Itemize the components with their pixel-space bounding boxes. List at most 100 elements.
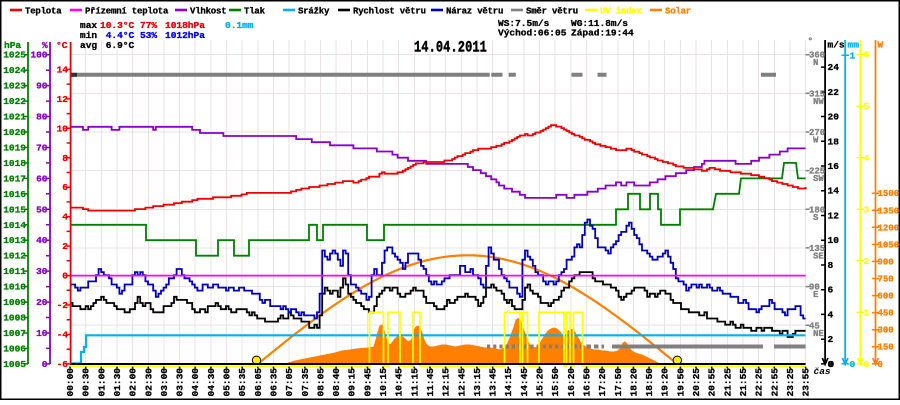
- svg-text:NW: NW: [813, 97, 824, 107]
- svg-text:N: N: [813, 58, 818, 68]
- svg-text:18:50: 18:50: [644, 368, 655, 397]
- svg-text:23:55: 23:55: [801, 368, 812, 397]
- svg-text:1017: 1017: [3, 173, 26, 184]
- svg-text:60: 60: [36, 173, 48, 184]
- svg-text:06:05: 06:05: [253, 368, 264, 397]
- svg-text:10.3°C: 10.3°C: [100, 20, 135, 31]
- svg-text:hPa: hPa: [4, 40, 21, 51]
- svg-text:20: 20: [828, 112, 840, 123]
- svg-text:02:00: 02:00: [128, 368, 139, 397]
- svg-text:21:55: 21:55: [738, 368, 749, 397]
- svg-text:1018hPa: 1018hPa: [165, 20, 205, 31]
- svg-text:3: 3: [864, 204, 870, 215]
- svg-text:0: 0: [42, 359, 48, 370]
- svg-text:1025: 1025: [3, 50, 26, 61]
- svg-text:1013: 1013: [3, 235, 26, 246]
- svg-text:05:00: 05:00: [222, 368, 233, 397]
- svg-text:0: 0: [828, 359, 834, 370]
- svg-text:0: 0: [850, 359, 856, 370]
- svg-text:19:20: 19:20: [660, 368, 671, 397]
- svg-text:Rychlost větru: Rychlost větru: [353, 7, 426, 17]
- svg-text:360: 360: [809, 51, 825, 61]
- svg-text:11:45: 11:45: [425, 368, 436, 397]
- svg-text:6.9°C: 6.9°C: [106, 40, 135, 51]
- svg-text:900: 900: [878, 257, 894, 267]
- svg-text:2: 2: [864, 256, 870, 267]
- svg-text:20: 20: [36, 297, 48, 308]
- svg-text:16:50: 16:50: [582, 368, 593, 397]
- svg-text:%: %: [42, 40, 48, 51]
- svg-text:23:25: 23:25: [785, 368, 796, 397]
- svg-text:UV index: UV index: [600, 7, 642, 17]
- svg-text:17:20: 17:20: [597, 368, 608, 397]
- svg-text:06:35: 06:35: [269, 368, 280, 397]
- svg-text:1020: 1020: [3, 127, 26, 138]
- svg-text:225: 225: [809, 167, 825, 177]
- svg-text:4: 4: [62, 212, 68, 223]
- svg-text:6: 6: [828, 285, 834, 296]
- svg-text:22:25: 22:25: [754, 368, 765, 397]
- svg-text:0: 0: [62, 271, 68, 282]
- svg-text:8: 8: [62, 153, 68, 164]
- svg-text:1007: 1007: [3, 328, 26, 339]
- svg-text:16:20: 16:20: [566, 368, 577, 397]
- svg-text:Přízemní teplota: Přízemní teplota: [85, 7, 169, 17]
- svg-text:77%: 77%: [140, 20, 157, 31]
- svg-text:Západ:19:44: Západ:19:44: [571, 28, 634, 39]
- svg-text:Teplota: Teplota: [25, 7, 62, 17]
- svg-text:1350: 1350: [878, 206, 900, 216]
- svg-text:12: 12: [828, 210, 840, 221]
- svg-text:4.4°C: 4.4°C: [106, 30, 135, 41]
- svg-text:12: 12: [57, 94, 69, 105]
- svg-text:1021: 1021: [3, 112, 26, 123]
- svg-text:Srážky: Srážky: [298, 7, 330, 17]
- svg-text:SE: SE: [813, 251, 824, 261]
- svg-text:270: 270: [809, 128, 825, 138]
- svg-text:300: 300: [878, 326, 894, 336]
- svg-text:-4: -4: [57, 329, 69, 340]
- svg-text:14:45: 14:45: [519, 368, 530, 397]
- svg-text:70: 70: [36, 142, 48, 153]
- svg-text:1014: 1014: [3, 220, 26, 231]
- svg-text:03:30: 03:30: [175, 368, 186, 397]
- svg-text:Solar: Solar: [665, 7, 691, 17]
- svg-text:1: 1: [850, 50, 856, 61]
- svg-text:SW: SW: [813, 174, 824, 184]
- svg-text:45: 45: [809, 321, 820, 331]
- svg-text:1012: 1012: [3, 251, 26, 262]
- svg-text:1050: 1050: [878, 240, 900, 250]
- svg-text:Náraz větru: Náraz větru: [446, 7, 503, 17]
- svg-text:13:45: 13:45: [488, 368, 499, 397]
- svg-text:6: 6: [62, 182, 68, 193]
- svg-text:1015: 1015: [3, 204, 26, 215]
- svg-text:1012hPa: 1012hPa: [165, 30, 205, 41]
- svg-text:100: 100: [30, 50, 47, 61]
- svg-text:10: 10: [828, 235, 840, 246]
- svg-text:1022: 1022: [3, 96, 26, 107]
- svg-text:01:30: 01:30: [112, 368, 123, 397]
- svg-text:min: min: [80, 30, 97, 41]
- svg-text:10: 10: [36, 328, 48, 339]
- svg-text:m/s: m/s: [828, 40, 845, 51]
- svg-text:-2: -2: [57, 300, 69, 311]
- svg-text:750: 750: [878, 275, 894, 285]
- svg-text:15:50: 15:50: [550, 368, 561, 397]
- svg-text:1019: 1019: [3, 142, 26, 153]
- svg-text:1023: 1023: [3, 81, 26, 92]
- svg-text:07:35: 07:35: [300, 368, 311, 397]
- svg-text:1200: 1200: [878, 223, 900, 233]
- svg-text:max: max: [80, 20, 97, 31]
- svg-text:Tlak: Tlak: [244, 7, 266, 17]
- svg-text:Směr větru: Směr větru: [526, 7, 578, 17]
- svg-text:14:15: 14:15: [503, 368, 514, 397]
- svg-text:19:50: 19:50: [675, 368, 686, 397]
- svg-text:135: 135: [809, 244, 825, 254]
- svg-text:0: 0: [829, 359, 835, 370]
- svg-text:14: 14: [57, 64, 69, 75]
- svg-text:mm: mm: [848, 40, 860, 51]
- svg-text:04:30: 04:30: [206, 368, 217, 397]
- svg-text:13:15: 13:15: [472, 368, 483, 397]
- svg-text:W: W: [813, 136, 819, 146]
- svg-text:Vlhkost: Vlhkost: [190, 7, 226, 17]
- svg-text:50: 50: [36, 204, 48, 215]
